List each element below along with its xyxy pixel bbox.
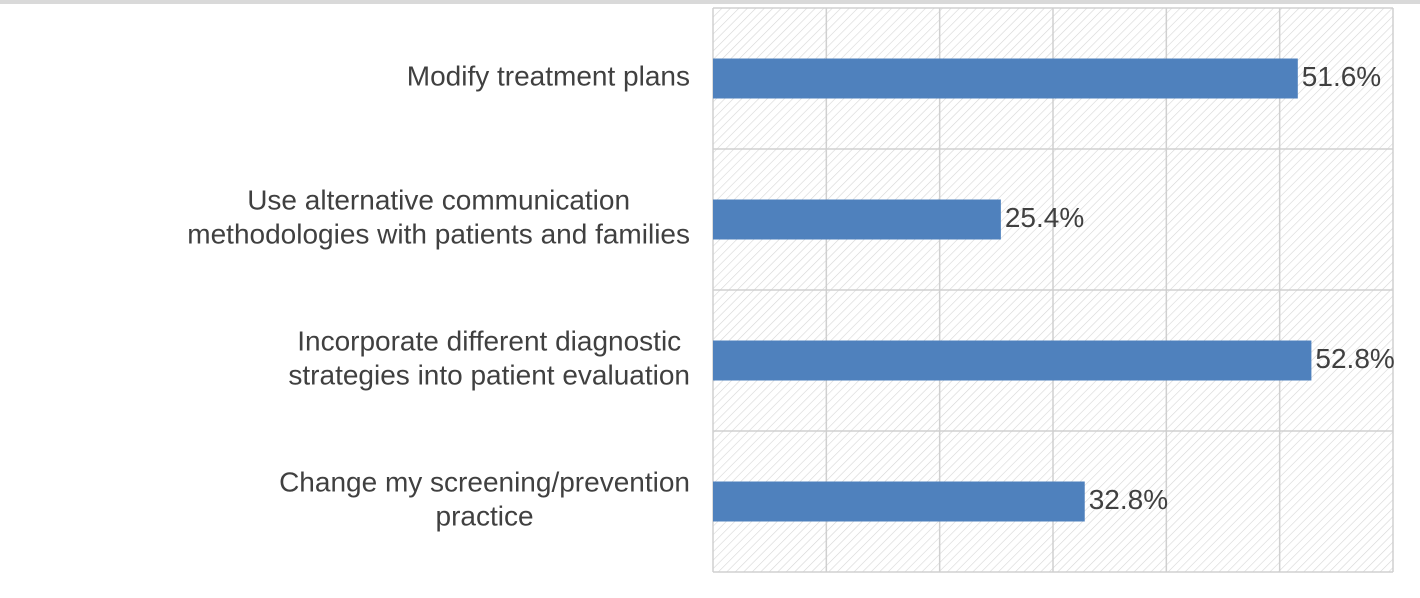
value-label: 32.8% <box>1089 484 1168 515</box>
category-label: Use alternative communication methodologi… <box>187 185 690 250</box>
value-label: 25.4% <box>1005 202 1084 233</box>
bar <box>713 481 1085 522</box>
category-label: Incorporate different diagnostic strategi… <box>288 326 690 391</box>
value-label: 51.6% <box>1302 61 1381 92</box>
bar <box>713 58 1298 99</box>
bar <box>713 340 1312 381</box>
value-label: 52.8% <box>1315 343 1394 374</box>
top-band <box>0 0 1420 4</box>
category-label: Change my screening/prevention practice <box>279 467 690 532</box>
bar <box>713 199 1001 240</box>
category-label: Modify treatment plans <box>407 61 690 92</box>
